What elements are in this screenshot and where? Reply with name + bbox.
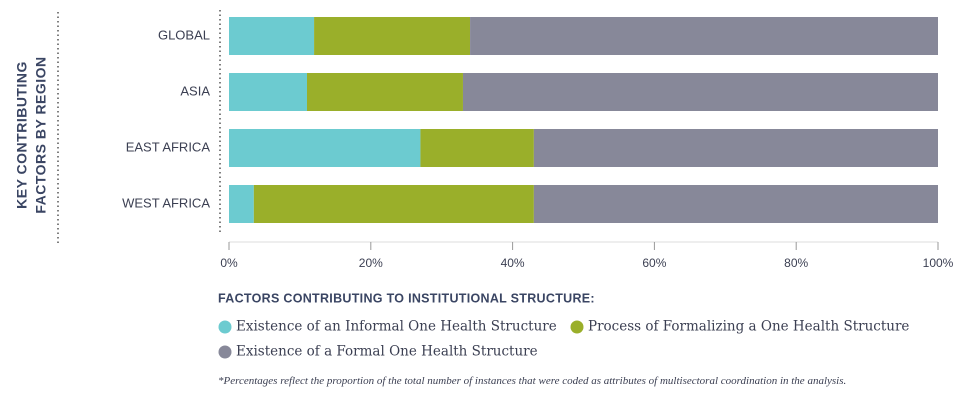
- bar-segment: [470, 17, 938, 55]
- category-label: ASIA: [180, 83, 210, 98]
- x-tick-label: 80%: [784, 256, 808, 270]
- bar-segment: [306, 73, 463, 111]
- legend-swatch: [218, 320, 232, 334]
- category-label: EAST AFRICA: [126, 139, 211, 154]
- x-tick-label: 40%: [501, 256, 525, 270]
- legend-swatch: [570, 320, 584, 334]
- bar-segment: [229, 129, 421, 167]
- legend-label: Process of Formalizing a One Health Stru…: [588, 319, 909, 335]
- bar-segment: [229, 73, 307, 111]
- bar-segment: [253, 185, 534, 223]
- x-tick-label: 20%: [359, 256, 383, 270]
- x-tick-label: 100%: [923, 256, 954, 270]
- legend-label: Existence of a Formal One Health Structu…: [236, 344, 538, 360]
- legend-label: Existence of an Informal One Health Stru…: [236, 319, 557, 335]
- side-title: KEY CONTRIBUTING: [14, 61, 30, 209]
- footnote: *Percentages reflect the proportion of t…: [218, 375, 847, 387]
- bar-segment: [533, 129, 938, 167]
- legend-title: FACTORS CONTRIBUTING TO INSTITUTIONAL ST…: [218, 291, 595, 305]
- bar-segment: [229, 17, 315, 55]
- bar-segment: [229, 185, 254, 223]
- bar-segment: [420, 129, 534, 167]
- x-tick-label: 0%: [220, 256, 238, 270]
- bar-segment: [462, 73, 938, 111]
- category-label: GLOBAL: [158, 27, 210, 42]
- category-label: WEST AFRICA: [122, 195, 210, 210]
- legend-swatch: [218, 345, 232, 359]
- x-tick-label: 60%: [642, 256, 666, 270]
- bar-segment: [533, 185, 938, 223]
- side-title: FACTORS BY REGION: [33, 56, 49, 213]
- bar-segment: [314, 17, 471, 55]
